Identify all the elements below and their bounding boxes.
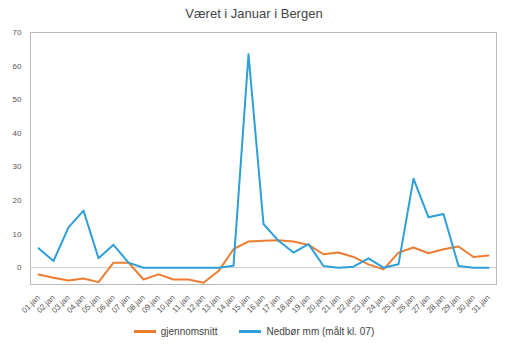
svg-text:14.jan: 14.jan — [214, 293, 237, 315]
svg-text:70: 70 — [13, 28, 22, 37]
svg-text:04.jan: 04.jan — [64, 293, 87, 315]
svg-text:19.jan: 19.jan — [289, 293, 312, 315]
svg-text:30: 30 — [13, 162, 22, 171]
svg-text:10: 10 — [13, 230, 22, 239]
svg-text:22.jan: 22.jan — [334, 293, 357, 315]
svg-text:24.jan: 24.jan — [364, 293, 387, 315]
svg-text:05.jan: 05.jan — [79, 293, 102, 315]
svg-text:27.jan: 27.jan — [409, 293, 432, 315]
svg-text:21.jan: 21.jan — [319, 293, 342, 315]
svg-text:17.jan: 17.jan — [259, 293, 282, 315]
svg-text:20.jan: 20.jan — [304, 293, 327, 315]
svg-text:15.jan: 15.jan — [229, 293, 252, 315]
svg-text:09.jan: 09.jan — [139, 293, 162, 315]
svg-text:18.jan: 18.jan — [274, 293, 297, 315]
svg-text:26.jan: 26.jan — [394, 293, 417, 315]
svg-text:28.jan: 28.jan — [424, 293, 447, 315]
svg-text:03.jan: 03.jan — [49, 293, 72, 315]
svg-text:23.jan: 23.jan — [349, 293, 372, 315]
html-text:gjennomsnitt: gjennomsnitt — [160, 326, 218, 337]
svg-text:50: 50 — [13, 95, 22, 104]
svg-text:02.jan: 02.jan — [34, 293, 57, 315]
svg-text:11.jan: 11.jan — [170, 293, 192, 315]
svg-text:10.jan: 10.jan — [154, 293, 177, 315]
svg-text:25.jan: 25.jan — [379, 293, 402, 315]
svg-text:40: 40 — [13, 129, 22, 138]
svg-text:13.jan: 13.jan — [199, 293, 222, 315]
svg-text:29.jan: 29.jan — [439, 293, 462, 315]
svg-text:12.jan: 12.jan — [184, 293, 207, 315]
html-text:Nedbør mm (målt kl. 07): Nedbør mm (målt kl. 07) — [266, 326, 375, 337]
svg-text:30.jan: 30.jan — [454, 293, 477, 315]
svg-text:07.jan: 07.jan — [109, 293, 132, 315]
html-text:Været i Januar i Bergen: Været i Januar i Bergen — [185, 6, 323, 21]
svg-text:20: 20 — [13, 196, 22, 205]
svg-text:60: 60 — [13, 62, 22, 71]
svg-text:0: 0 — [17, 263, 22, 272]
svg-text:08.jan: 08.jan — [124, 293, 147, 315]
svg-text:31.jan: 31.jan — [470, 293, 492, 315]
svg-text:01.jan: 01.jan — [19, 293, 42, 315]
svg-text:06.jan: 06.jan — [94, 293, 117, 315]
svg-text:16.jan: 16.jan — [244, 293, 267, 315]
